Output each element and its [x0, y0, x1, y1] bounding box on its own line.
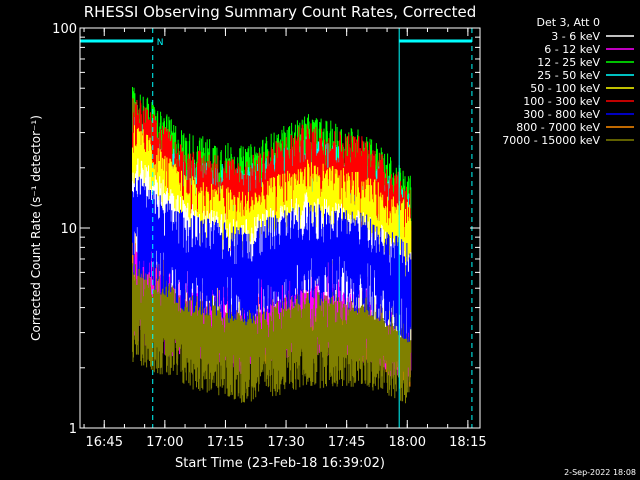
y-tick-label: 1 [69, 422, 77, 437]
legend-label: 6 - 12 keV [544, 43, 600, 56]
x-axis-label: Start Time (23-Feb-18 16:39:02) [175, 456, 385, 471]
legend-label: 50 - 100 keV [530, 82, 600, 95]
legend-header: Det 3, Att 0 [537, 16, 601, 29]
legend-label: 3 - 6 keV [551, 30, 600, 43]
legend-label: 12 - 25 keV [537, 56, 600, 69]
x-tick-label: 17:00 [146, 435, 183, 450]
y-tick-label: 100 [52, 22, 77, 37]
legend-label: 800 - 7000 keV [516, 121, 600, 134]
series-layer [132, 87, 412, 404]
x-tick-label: 18:00 [389, 435, 426, 450]
legend-label: 7000 - 15000 keV [502, 134, 600, 147]
series-trace [132, 176, 412, 343]
series-trace [132, 263, 412, 404]
axes: 16:45 17:00 17:15 17:30 17:45 18:00 18:15 1 10 10… [52, 22, 486, 450]
y-axis-label: Corrected Count Rate (s⁻¹ detector⁻¹) [29, 115, 43, 341]
night-label: N [157, 38, 164, 48]
chart-title: RHESSI Observing Summary Count Rates, Co… [84, 3, 477, 21]
x-tick-label: 17:45 [328, 435, 365, 450]
x-tick-label: 18:15 [449, 435, 486, 450]
legend-label: 25 - 50 keV [537, 69, 600, 82]
x-tick-label: 17:30 [267, 435, 304, 450]
legend-label: 100 - 300 keV [523, 95, 600, 108]
x-tick-label: 17:15 [207, 435, 244, 450]
x-tick-label: 16:45 [86, 435, 123, 450]
legend-label: 300 - 800 keV [523, 108, 600, 121]
y-tick-label: 10 [60, 222, 77, 237]
footer-date: 2-Sep-2022 18:08 [564, 468, 636, 477]
